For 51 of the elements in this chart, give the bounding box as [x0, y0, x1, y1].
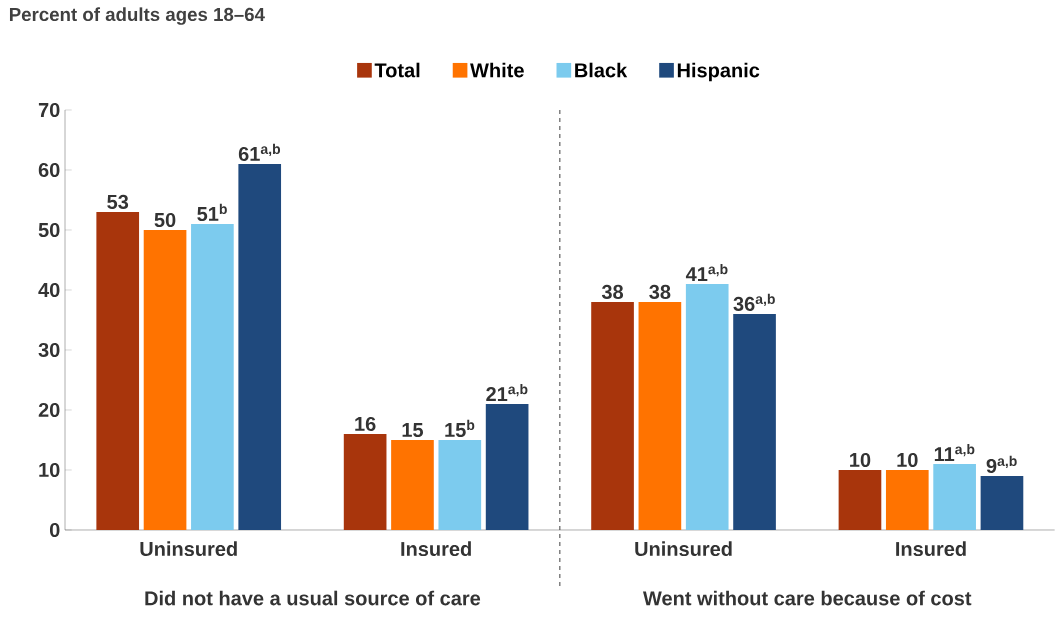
data-label: 61$^{a,b}$ — [238, 143, 281, 162]
data-label: 16 — [355, 416, 376, 432]
text: Went without care because of cost — [642, 590, 972, 606]
legend-label: White — [470, 62, 524, 78]
bar — [591, 301, 634, 530]
bar — [980, 475, 1024, 530]
legend-label: Hispanic — [677, 62, 760, 82]
bar — [391, 439, 434, 530]
x-tick-label: Insured — [896, 541, 966, 557]
data-label: 9$^{a,b}$ — [986, 455, 1017, 474]
data-label: 38 — [649, 284, 671, 300]
bar — [933, 463, 976, 530]
data-label: 10 — [897, 452, 918, 468]
bar — [96, 211, 140, 530]
bar — [838, 469, 882, 530]
bar — [638, 301, 682, 530]
text: Did not have a usual source of care — [145, 590, 481, 606]
x-tick-label: Uninsured — [635, 541, 732, 557]
bar — [143, 229, 187, 530]
data-label: 21$^{a,b}$ — [486, 383, 528, 402]
y-tick-label: 30 — [38, 342, 60, 358]
x-tick-label: Uninsured — [140, 541, 237, 557]
y-tick-label: 70 — [38, 102, 60, 118]
y-tick-label: 0 — [49, 522, 60, 538]
data-label: 36$^{a,b}$ — [733, 293, 775, 312]
y-tick-label: 40 — [38, 282, 60, 298]
data-label: 38 — [601, 284, 624, 300]
y-tick-label: 10 — [39, 462, 60, 478]
bar — [238, 163, 282, 530]
bar — [685, 283, 729, 530]
y-tick-label: 60 — [38, 162, 60, 178]
y-axis-title: Percent of adults ages 18–64 — [9, 7, 265, 25]
y-tick-label: 50 — [38, 222, 60, 238]
data-label: 41$^{a,b}$ — [685, 263, 728, 282]
data-label: 50 — [154, 212, 176, 228]
data-label: 11$^{a,b}$ — [934, 443, 975, 462]
y-tick-label: 20 — [38, 402, 60, 418]
data-label: 15$^{b}$ — [445, 419, 475, 438]
bar — [733, 313, 776, 530]
x-tick-label: Insured — [401, 541, 471, 557]
bar — [885, 469, 929, 530]
bar — [191, 223, 234, 530]
legend-label: Black — [575, 62, 628, 78]
bar — [438, 439, 482, 530]
data-label: 53 — [107, 194, 129, 210]
legend-label: Total — [374, 62, 420, 78]
data-label: 15 — [402, 423, 424, 438]
bar — [343, 433, 387, 530]
bar — [485, 403, 529, 530]
data-label: 10 — [850, 452, 871, 468]
data-label: 51$^{b}$ — [197, 203, 227, 222]
